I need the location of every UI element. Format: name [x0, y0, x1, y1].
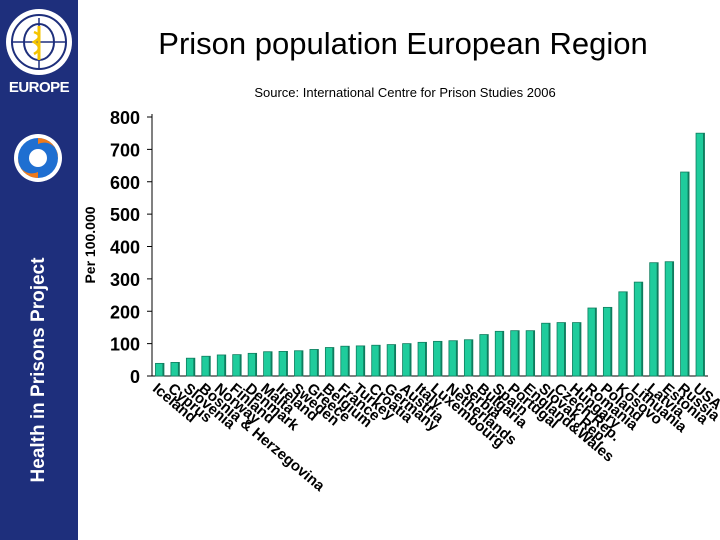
bar-shade: [672, 261, 674, 376]
bar: [278, 350, 288, 377]
bar: [386, 344, 397, 377]
bar: [355, 345, 366, 377]
bar: [371, 344, 381, 377]
bar-shade: [517, 330, 520, 376]
bar: [602, 306, 613, 377]
bar-shade: [656, 262, 659, 376]
bar-shade: [641, 282, 643, 376]
bar-shade: [193, 358, 195, 376]
bar: [633, 281, 644, 377]
bar-shade: [564, 322, 566, 376]
bar: [324, 347, 335, 377]
bar: [170, 362, 180, 377]
y-tick-label: 100: [110, 335, 140, 355]
bar-shade: [301, 350, 303, 376]
bar-shade: [486, 334, 489, 376]
bar-shade: [440, 341, 442, 376]
bar: [463, 339, 474, 377]
bar: [201, 355, 211, 377]
bar: [309, 349, 319, 377]
bar-shade: [502, 331, 504, 376]
bar: [155, 362, 165, 377]
bar-shade: [455, 340, 458, 376]
bar: [448, 340, 458, 377]
bar: [294, 350, 304, 377]
bar: [649, 262, 659, 377]
bar-shade: [239, 354, 242, 376]
bar-shade: [224, 354, 226, 376]
bar: [247, 352, 258, 377]
bar-shade: [363, 345, 365, 376]
bar-shade: [533, 330, 535, 376]
bar: [541, 322, 551, 377]
bar: [510, 330, 520, 377]
bar: [232, 354, 242, 377]
bar-shade: [579, 322, 581, 376]
y-tick-label: 500: [110, 205, 140, 225]
bar: [185, 357, 196, 377]
y-tick-label: 700: [110, 140, 140, 160]
y-tick-label: 600: [110, 173, 140, 193]
bar: [525, 330, 536, 377]
bar-shade: [332, 347, 334, 376]
bar-shade: [687, 172, 690, 376]
bar: [340, 345, 350, 377]
y-tick-label: 0: [130, 367, 140, 387]
bar: [433, 340, 443, 377]
bar-shade: [208, 356, 211, 376]
bar-shade: [316, 349, 319, 376]
bar-shade: [625, 291, 628, 376]
bar-shade: [255, 353, 257, 376]
bar: [479, 334, 489, 377]
bar: [263, 351, 273, 377]
org-label: EUROPE: [8, 79, 70, 96]
y-tick-label: 200: [110, 302, 140, 322]
bar-shade: [548, 323, 551, 376]
bar-shade: [378, 345, 381, 376]
bar-body: [633, 281, 644, 377]
bar: [587, 307, 597, 377]
who-emblem-icon: [6, 9, 72, 75]
bar: [618, 291, 628, 377]
bar-shade: [610, 307, 612, 376]
bar: [494, 330, 505, 377]
bar-shade: [347, 346, 350, 376]
bar: [680, 171, 690, 377]
bar-shade: [394, 344, 396, 376]
bar: [695, 132, 705, 377]
y-tick-label: 800: [110, 108, 140, 128]
bar-shade: [177, 362, 180, 376]
bar-shade: [703, 133, 705, 376]
bar-shade: [409, 343, 412, 376]
bar: [664, 261, 675, 377]
y-tick-label: 300: [110, 270, 140, 290]
page-title: Prison population European Region: [158, 26, 648, 61]
bar-shade: [162, 363, 164, 376]
source-note: Source: International Centre for Prison …: [254, 85, 556, 100]
bar-shade: [270, 351, 273, 376]
bar: [402, 343, 412, 377]
swirl-logo-icon: [14, 134, 62, 182]
bar: [556, 322, 566, 377]
y-tick-label: 400: [110, 238, 140, 258]
bar-shade: [594, 308, 597, 376]
bar-shade: [471, 339, 473, 376]
bar: [572, 322, 582, 377]
bar-shade: [425, 342, 427, 376]
bar: [216, 354, 227, 377]
sidebar: EUROPE Health in Prisons Project: [0, 0, 78, 540]
bar: [417, 341, 427, 377]
bar-shade: [286, 351, 288, 376]
